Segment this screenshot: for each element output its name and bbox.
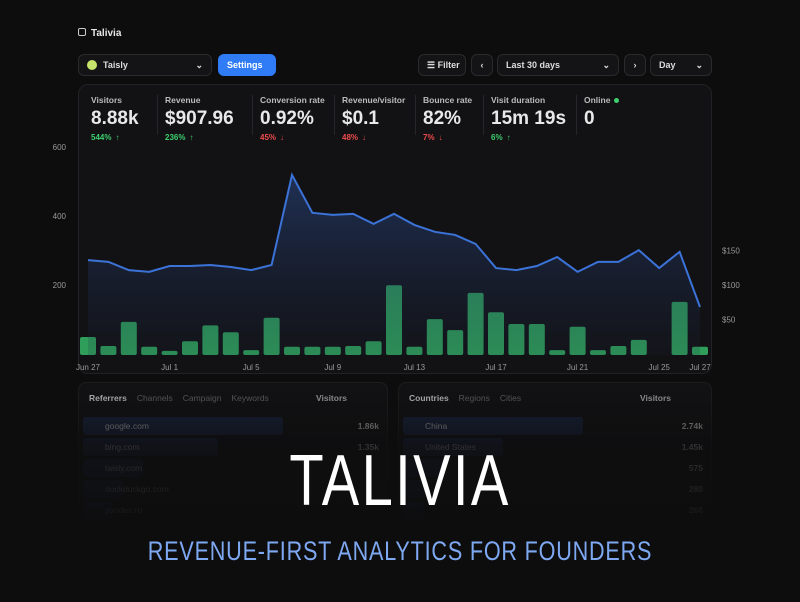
change-arrow: ↓ <box>362 133 367 142</box>
stat: Visit duration 15m 19s 6% ↑ <box>491 95 566 142</box>
change-value: 6% <box>491 133 503 142</box>
stat-label: Revenue <box>165 95 201 105</box>
filter-button[interactable]: ☰ Filter <box>418 54 466 76</box>
change-arrow: ↑ <box>506 133 511 142</box>
stat-change: 7% ↓ <box>423 133 472 142</box>
change-value: 7% <box>423 133 435 142</box>
stat-change: 236% ↑ <box>165 133 234 142</box>
change-value: 236% <box>165 133 186 142</box>
prev-button[interactable]: ‹ <box>471 54 493 76</box>
change-arrow: ↑ <box>115 133 120 142</box>
change-value: 544% <box>91 133 112 142</box>
x-tick-label: Jul 1 <box>161 363 178 372</box>
fade-overlay <box>0 380 800 602</box>
separator <box>252 95 253 135</box>
separator <box>334 95 335 135</box>
settings: Settings <box>227 60 263 70</box>
hero-title: TALIVIA <box>289 441 511 521</box>
range-select[interactable]: Last 30 days ⌄ <box>497 54 619 76</box>
stat-value: 82% <box>423 108 462 129</box>
change-arrow: ↓ <box>280 133 285 142</box>
y2-tick-label: $50 <box>722 316 736 325</box>
line <box>87 172 701 308</box>
stat-value: $0.1 <box>342 108 379 129</box>
online-dot <box>614 98 620 103</box>
y2-tick-label: $150 <box>722 247 740 256</box>
hero-subtitle: REVENUE-FIRST ANALYTICS FOR FOUNDERS <box>147 536 653 566</box>
stat: Revenue $907.96 236% ↑ <box>165 95 234 142</box>
stat-label: Bounce rate <box>423 95 473 105</box>
stat-label: Visit duration <box>491 95 546 105</box>
interval-select[interactable]: Day ⌄ <box>650 54 712 76</box>
y-tick-label: 400 <box>53 212 67 221</box>
stat: Bounce rate 82% 7% ↓ <box>423 95 472 142</box>
x-tick-label: Jul 5 <box>243 363 260 372</box>
stat: Revenue/visitor $0.1 48% ↓ <box>342 95 405 142</box>
stat-change: 48% ↓ <box>342 133 405 142</box>
x-tick-label: Jul 13 <box>404 363 426 372</box>
site-select[interactable]: Taisly ⌄ <box>78 54 212 76</box>
stat-value: 8.88k <box>91 108 139 129</box>
separator <box>157 95 158 135</box>
stat-label: Visitors <box>91 95 123 105</box>
interval: Day <box>659 60 676 70</box>
change-arrow: ↑ <box>189 133 194 142</box>
y-tick-label: 200 <box>53 281 67 290</box>
separator <box>483 95 484 135</box>
stat-label: Online <box>584 95 620 105</box>
x-tick-label: Jul 9 <box>324 363 341 372</box>
x-tick-label: Jul 25 <box>649 363 671 372</box>
settings-button[interactable]: Settings <box>218 54 276 76</box>
stat-change: 6% ↑ <box>491 133 566 142</box>
next-button[interactable]: › <box>624 54 646 76</box>
x-tick-label: Jul 17 <box>485 363 507 372</box>
x-tick-label: Jul 27 <box>689 363 711 372</box>
y2-tick-label: $100 <box>722 281 740 290</box>
stat-value: $907.96 <box>165 108 234 129</box>
stat-value: 15m 19s <box>491 108 567 129</box>
stat-value: 0.92% <box>260 108 314 129</box>
change-value: 48% <box>342 133 359 142</box>
app-title: Talivia <box>78 28 121 39</box>
filter: Filter <box>437 60 460 70</box>
area <box>88 174 700 355</box>
y-tick-label: 600 <box>53 143 67 152</box>
stat: Online 0 <box>584 95 620 130</box>
range: Last 30 days <box>506 60 561 70</box>
change-arrow: ↓ <box>438 133 443 142</box>
stat-change: 544% ↑ <box>91 133 139 142</box>
x-tick-label: Jul 21 <box>567 363 589 372</box>
stat: Conversion rate 0.92% 45% ↓ <box>260 95 325 142</box>
separator <box>415 95 416 135</box>
stat-label: Conversion rate <box>260 95 325 105</box>
change-value: 45% <box>260 133 277 142</box>
stat-change: 45% ↓ <box>260 133 325 142</box>
site: Taisly <box>103 60 128 70</box>
title: Talivia <box>91 28 122 39</box>
stat-value: 0 <box>584 108 595 129</box>
stat: Visitors 8.88k 544% ↑ <box>91 95 139 142</box>
chart: 200 400 600 $50 $100 $150 Jun 27 Jul 1 Jul 5 Jul … <box>53 143 741 372</box>
separator <box>576 95 577 135</box>
x-tick-label: Jun 27 <box>76 363 101 372</box>
stat-label: Revenue/visitor <box>342 95 406 105</box>
